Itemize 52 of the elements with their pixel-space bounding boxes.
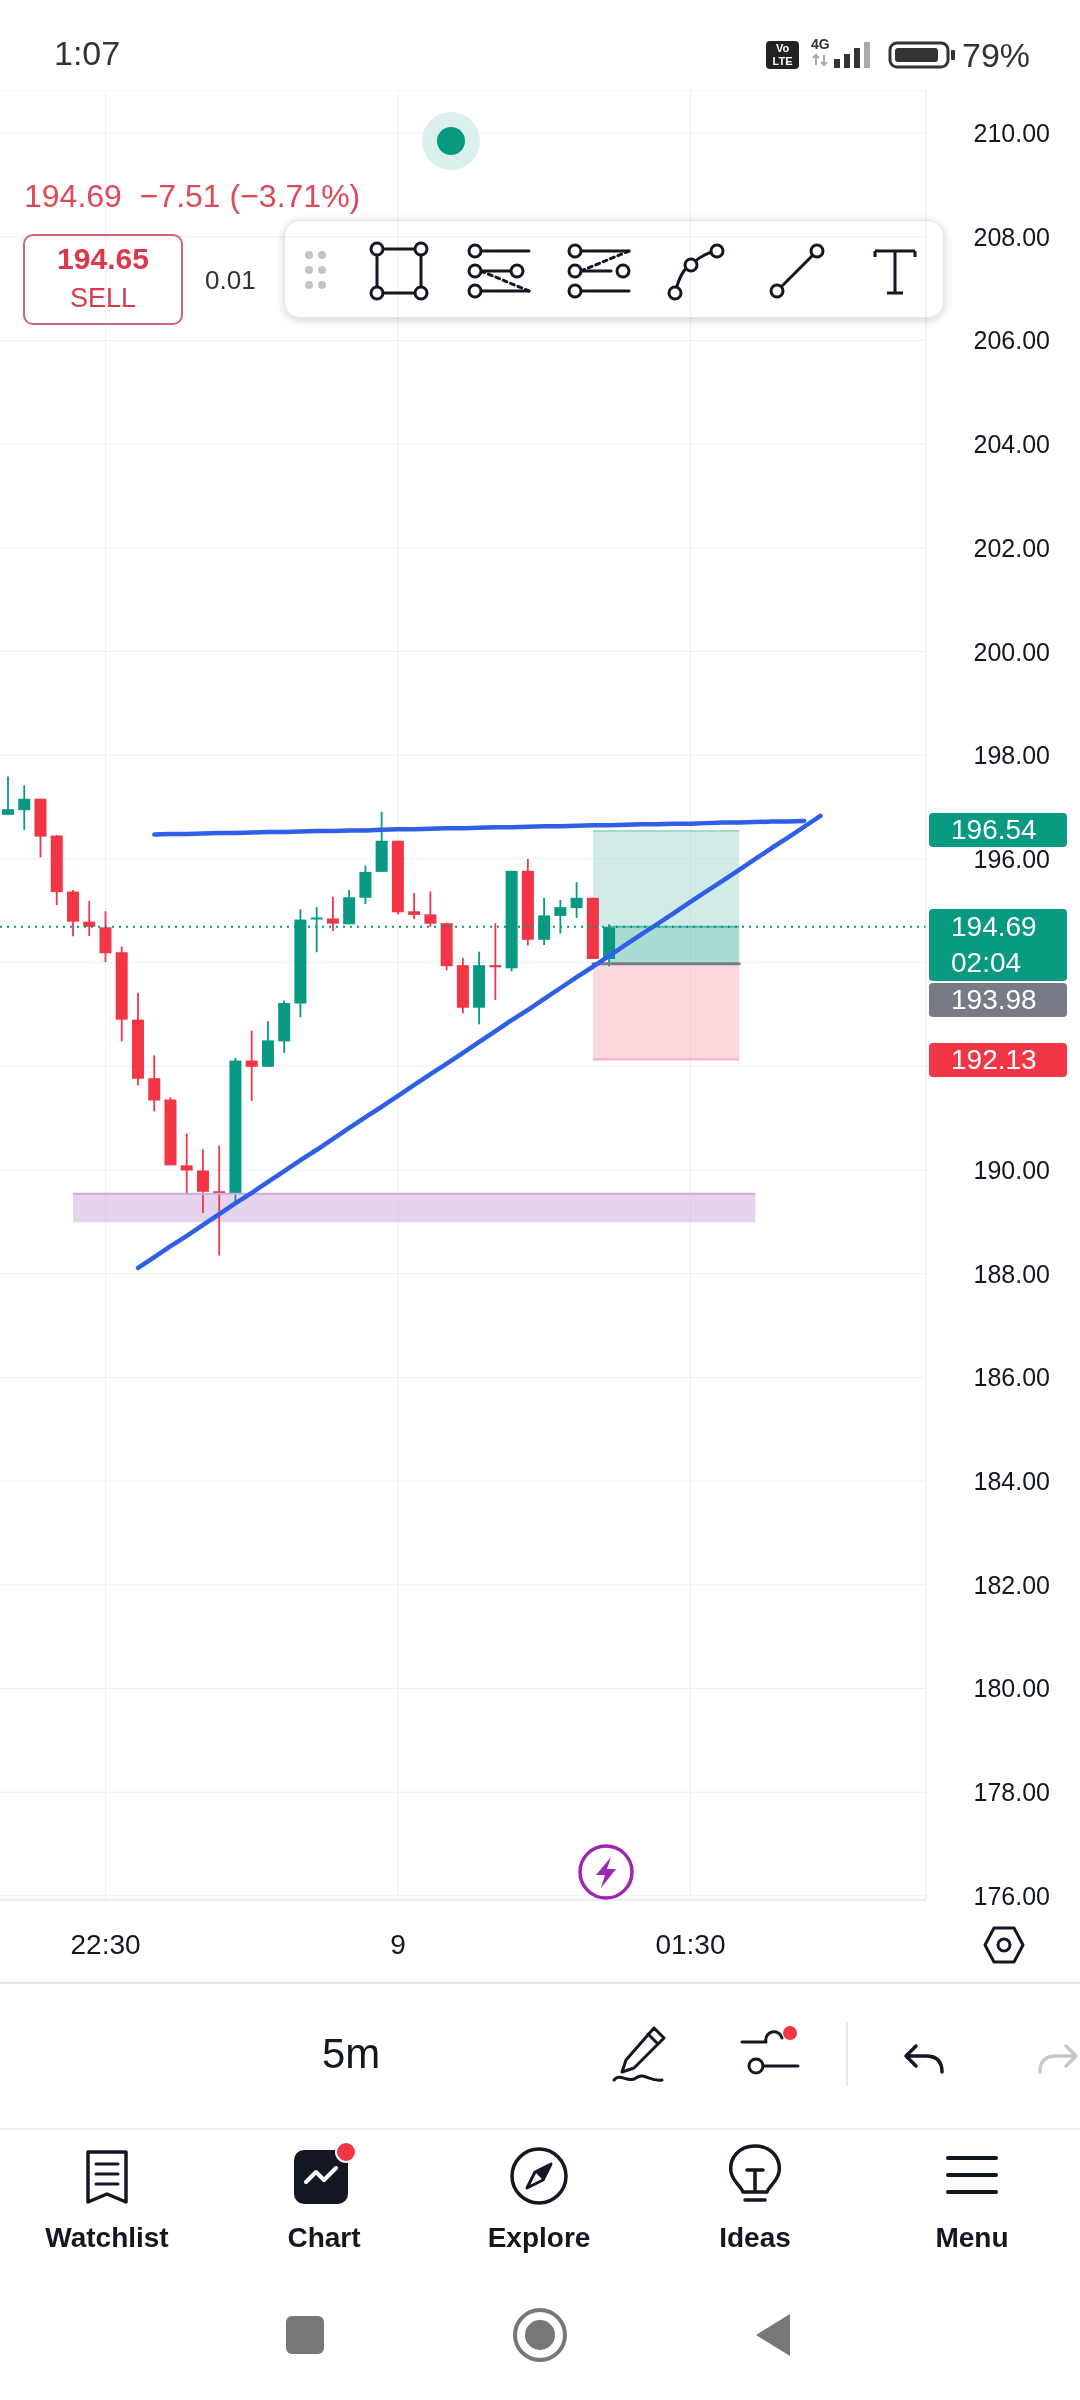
annotation: SELL: [68, 283, 138, 314]
y-tick-label: 200.00: [973, 637, 1050, 666]
y-tick-label: 180.00: [973, 1674, 1050, 1703]
candlestick: [83, 900, 96, 938]
text: LTE: [771, 55, 794, 67]
annotation: 194.65: [56, 242, 150, 276]
y-tick-label: 202.00: [973, 533, 1050, 562]
text: Watchlist: [44, 2222, 170, 2254]
x-tick-label: 22:30: [70, 1928, 141, 1960]
candlestick: [570, 881, 583, 919]
text: 193.98: [929, 983, 1067, 1017]
candlestick: [245, 1029, 258, 1102]
text: 194.69 −7.51 (−3.71%): [24, 178, 361, 215]
line-series: [135, 813, 823, 1271]
annotation: 0.01: [205, 265, 256, 296]
text: 1:07: [54, 34, 121, 73]
y-tick-label: 204.00: [973, 430, 1050, 459]
candlestick: [196, 1148, 209, 1214]
text: 4G: [811, 36, 830, 52]
text: 192.13: [929, 1043, 1067, 1077]
text: Vo: [774, 42, 791, 54]
y-tick-label: 188.00: [973, 1259, 1050, 1288]
y-tick-label: 190.00: [973, 1155, 1050, 1184]
y-tick-label: 178.00: [973, 1778, 1050, 1807]
candlestick: [489, 922, 502, 1001]
text: Menu: [934, 2222, 1010, 2254]
candlestick: [424, 890, 437, 928]
y-tick-label: 186.00: [973, 1363, 1050, 1392]
x-tick-label: 01:30: [655, 1928, 726, 1960]
candlestick: [148, 1054, 161, 1113]
y-tick-label: 210.00: [973, 119, 1050, 148]
candlestick: [18, 784, 31, 831]
x-tick-label: 9: [390, 1928, 406, 1960]
text: Ideas: [718, 2222, 792, 2254]
text: 196.54: [929, 813, 1067, 847]
text: Chart: [286, 2222, 362, 2254]
candlestick: [408, 892, 421, 920]
y-tick-label: 196.00: [973, 844, 1050, 873]
y-tick-label: 184.00: [973, 1467, 1050, 1496]
candlestick: [326, 895, 339, 932]
text: 5m: [322, 2030, 381, 2078]
y-tick-label: 198.00: [973, 741, 1050, 770]
y-tick-label: 182.00: [973, 1570, 1050, 1599]
text: 79%: [962, 36, 1031, 75]
line-series: [152, 818, 807, 837]
candlestick: [180, 1132, 193, 1195]
y-tick-label: 176.00: [973, 1881, 1050, 1910]
candlestick: [2, 775, 14, 816]
y-tick-label: 208.00: [973, 222, 1050, 251]
ref-line-label: 194.69 02:04: [929, 908, 1067, 981]
y-tick-label: 206.00: [973, 326, 1050, 355]
text: Explore: [486, 2222, 592, 2254]
